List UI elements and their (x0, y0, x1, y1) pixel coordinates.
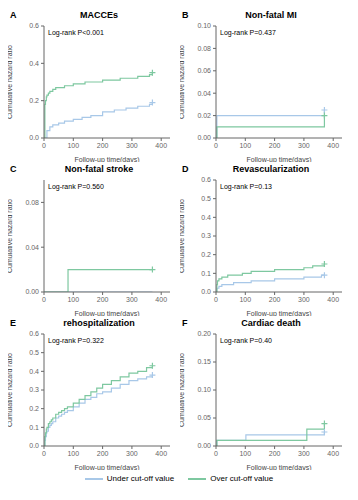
svg-text:0.04: 0.04 (197, 90, 211, 97)
svg-text:200: 200 (269, 296, 281, 303)
svg-text:0.4: 0.4 (201, 214, 211, 221)
svg-text:300: 300 (298, 142, 310, 149)
html-text:Under cut-off value: Under cut-off value (106, 474, 175, 483)
html-text:Over cut-off value: Over cut-off value (210, 474, 274, 483)
svg-text:Cumulative hazard ratio: Cumulative hazard ratio (180, 199, 185, 273)
html-text:Log-rank P=0.13: Log-rank P=0.13 (220, 183, 272, 190)
svg-text:300: 300 (126, 296, 138, 303)
svg-text:0.1: 0.1 (29, 424, 39, 431)
html-text:rehospitalization: rehospitalization (63, 318, 135, 328)
svg-text:0.6: 0.6 (29, 330, 39, 337)
svg-text:100: 100 (67, 450, 79, 457)
svg-text:400: 400 (327, 142, 339, 149)
svg-text:0.2: 0.2 (29, 97, 39, 104)
svg-text:400: 400 (155, 296, 167, 303)
svg-text:0.6: 0.6 (29, 22, 39, 29)
svg-text:0.2: 0.2 (29, 405, 39, 412)
svg-text:300: 300 (298, 296, 310, 303)
svg-text:200: 200 (269, 450, 281, 457)
svg-text:Cumulative hazard ratio: Cumulative hazard ratio (8, 353, 13, 427)
svg-text:0.08: 0.08 (197, 45, 211, 52)
svg-text:0.4: 0.4 (29, 60, 39, 67)
svg-text:Cumulative hazard ratio: Cumulative hazard ratio (180, 45, 185, 119)
html-text:Log-rank P=0.40: Log-rank P=0.40 (220, 337, 272, 344)
svg-text:0.10: 0.10 (197, 22, 211, 29)
svg-text:0.00: 0.00 (25, 288, 39, 295)
html-text:D: D (182, 164, 189, 174)
html-text:F: F (182, 318, 188, 328)
svg-text:0.00: 0.00 (197, 442, 211, 449)
svg-text:400: 400 (155, 450, 167, 457)
html-text:Cardiac death: Cardiac death (241, 318, 301, 328)
svg-text:0.10: 0.10 (197, 386, 211, 393)
svg-text:Cumulative hazard ratio: Cumulative hazard ratio (8, 199, 13, 273)
html-text:Log-rank P=0.437: Log-rank P=0.437 (220, 29, 276, 36)
svg-text:Follow-up time(days): Follow-up time(days) (75, 310, 140, 316)
svg-text:300: 300 (126, 450, 138, 457)
html-text:MACCEs: MACCEs (80, 10, 118, 20)
svg-text:100: 100 (239, 142, 251, 149)
html-text:B: B (182, 10, 189, 20)
svg-text:200: 200 (97, 296, 109, 303)
svg-text:0: 0 (42, 450, 46, 457)
svg-text:Follow-up time(days): Follow-up time(days) (247, 310, 312, 316)
svg-text:0.6: 0.6 (201, 176, 211, 183)
svg-text:200: 200 (97, 450, 109, 457)
svg-text:400: 400 (327, 296, 339, 303)
svg-text:0.08: 0.08 (25, 199, 39, 206)
svg-text:0.3: 0.3 (201, 232, 211, 239)
svg-text:0.06: 0.06 (197, 67, 211, 74)
svg-text:0.4: 0.4 (29, 368, 39, 375)
html-text:Revascularization: Revascularization (232, 164, 310, 174)
svg-text:0: 0 (42, 142, 46, 149)
svg-text:0.20: 0.20 (197, 330, 211, 337)
html-text:Non-fatal MI: Non-fatal MI (245, 10, 297, 20)
svg-text:0.02: 0.02 (197, 112, 211, 119)
svg-text:100: 100 (67, 296, 79, 303)
svg-text:300: 300 (126, 142, 138, 149)
svg-text:0: 0 (214, 450, 218, 457)
html-text:Log-rank P=0.560: Log-rank P=0.560 (48, 183, 104, 190)
html-text:C: C (10, 164, 17, 174)
svg-text:0: 0 (214, 142, 218, 149)
html-text:Log-rank P<0.001: Log-rank P<0.001 (48, 29, 104, 36)
html-text:E: E (10, 318, 16, 328)
svg-text:0: 0 (42, 296, 46, 303)
svg-text:0.3: 0.3 (29, 386, 39, 393)
svg-text:0.2: 0.2 (201, 251, 211, 258)
svg-text:0.5: 0.5 (201, 195, 211, 202)
svg-text:0.0: 0.0 (29, 442, 39, 449)
svg-text:Cumulative hazard ratio: Cumulative hazard ratio (8, 45, 13, 119)
svg-text:0.5: 0.5 (29, 349, 39, 356)
svg-text:Follow-up time(days): Follow-up time(days) (75, 464, 140, 470)
svg-text:Follow-up time(days): Follow-up time(days) (75, 156, 140, 162)
html-text:Log-rank P=0.322: Log-rank P=0.322 (48, 337, 104, 344)
svg-text:200: 200 (97, 142, 109, 149)
svg-text:0.0: 0.0 (29, 134, 39, 141)
html-text:Non-fatal stroke: Non-fatal stroke (64, 164, 134, 174)
html-text:A: A (10, 10, 17, 20)
svg-text:0.00: 0.00 (197, 134, 211, 141)
svg-text:0.0: 0.0 (201, 288, 211, 295)
svg-text:0.04: 0.04 (25, 244, 39, 251)
svg-text:400: 400 (327, 450, 339, 457)
svg-text:0.15: 0.15 (197, 358, 211, 365)
svg-text:300: 300 (298, 450, 310, 457)
svg-text:200: 200 (269, 142, 281, 149)
svg-text:0.05: 0.05 (197, 414, 211, 421)
svg-text:Follow-up time(days): Follow-up time(days) (247, 464, 312, 470)
svg-text:100: 100 (67, 142, 79, 149)
svg-text:Follow-up time(days): Follow-up time(days) (247, 156, 312, 162)
svg-text:100: 100 (239, 296, 251, 303)
svg-text:100: 100 (239, 450, 251, 457)
svg-text:0: 0 (214, 296, 218, 303)
svg-text:Cumulative hazard ratio: Cumulative hazard ratio (180, 353, 185, 427)
svg-text:0.1: 0.1 (201, 270, 211, 277)
svg-text:400: 400 (155, 142, 167, 149)
